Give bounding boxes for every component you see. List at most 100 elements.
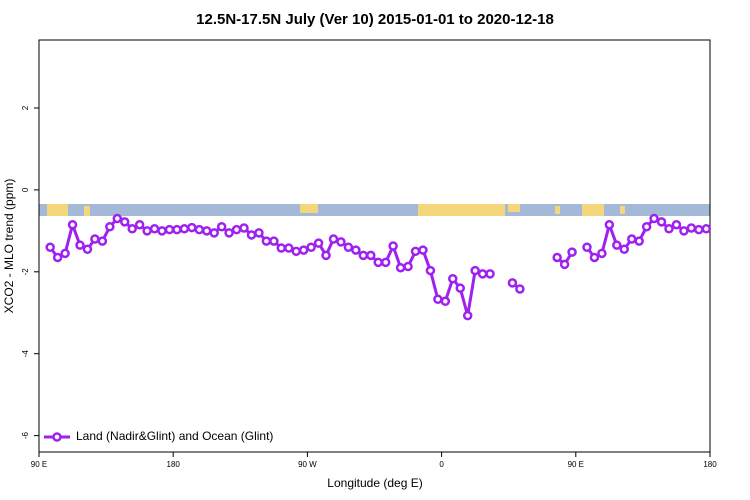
data-point [351,245,361,255]
data-point [664,224,674,234]
data-point [604,219,615,230]
data-point [284,243,294,253]
y-tick-label: -6 [21,432,30,440]
data-point [403,261,413,272]
data-point [127,224,137,234]
data-point [410,246,421,257]
data-point [433,294,443,304]
data-point [328,234,339,244]
data-point [343,242,354,252]
x-tick-label: 90 E [568,460,584,469]
data-point [336,237,346,247]
data-point [671,219,682,230]
data-point [306,242,316,252]
data-point [395,262,406,273]
data-point [75,240,85,250]
data-point [477,269,488,279]
data-point [626,234,637,244]
data-point [388,241,398,251]
data-point [142,226,152,236]
data-point [105,222,115,232]
data-point [619,244,630,255]
data-point [641,222,652,232]
data-point [172,224,182,235]
data-point [470,265,480,276]
y-tick-label: -2 [21,268,30,276]
data-point [164,224,175,235]
data-point [507,278,518,288]
data-point [649,213,659,224]
data-point [515,284,525,294]
data-point [291,246,301,257]
data-point [380,257,391,268]
data-point [462,310,473,321]
data-point [559,259,570,270]
data-point [209,228,219,238]
data-point [202,226,212,236]
data-point [52,252,63,263]
data-point [216,222,227,232]
data-point [119,217,130,227]
x-tick-label: 0 [439,460,444,469]
data-point [254,228,264,238]
data-point [112,213,123,224]
data-point [366,250,376,261]
y-tick-label: -4 [21,350,30,358]
data-point [321,250,331,261]
data-point [656,217,667,227]
chart-title: 12.5N-17.5N July (Ver 10) 2015-01-01 to … [196,11,554,28]
data-point [373,257,383,268]
data-point [90,234,100,244]
x-tick-label: 180 [167,460,181,469]
data-point [82,244,93,255]
data-point [612,240,622,250]
data-point [67,219,78,230]
data-point [552,252,562,263]
data-point [298,245,309,255]
data-point [276,243,287,253]
y-axis-title: XCO2 - MLO trend (ppm) [2,179,16,314]
data-point [634,236,644,246]
data-point [187,222,197,233]
data-point [418,245,428,255]
data-point [582,242,592,252]
data-point [440,296,451,307]
data-point [134,219,145,230]
data-point [694,224,704,235]
data-point [269,236,279,246]
land-ocean-strip [39,204,710,216]
data-point [179,224,190,234]
plot-frame [38,39,711,453]
legend-marker [52,432,62,442]
data-point [246,230,257,240]
data-point [358,250,369,261]
data-point [149,224,160,234]
data-point [231,224,242,235]
data-point [45,242,55,252]
data-point [567,247,577,257]
data-point [485,269,495,279]
data-point [313,238,324,248]
x-axis-title: Longitude (deg E) [327,476,422,490]
data-point [455,283,465,293]
data-point [224,228,234,238]
data-point [597,248,607,259]
x-tick-label: 90 W [298,460,317,469]
data-point [194,224,205,235]
data-point [589,252,600,263]
data-point [686,223,697,233]
x-tick-label: 180 [703,460,717,469]
data-point [157,226,167,236]
data-point [448,274,458,284]
y-tick-label: 0 [21,187,30,192]
data-point [425,265,436,276]
data-point [679,226,689,236]
y-tick-label: 2 [21,105,30,110]
data-point [261,236,272,246]
data-point [239,223,249,233]
data-point [60,248,70,259]
data-point [97,236,108,246]
x-tick-label: 90 E [31,460,47,469]
legend-label: Land (Nadir&Glint) and Ocean (Glint) [76,429,273,443]
